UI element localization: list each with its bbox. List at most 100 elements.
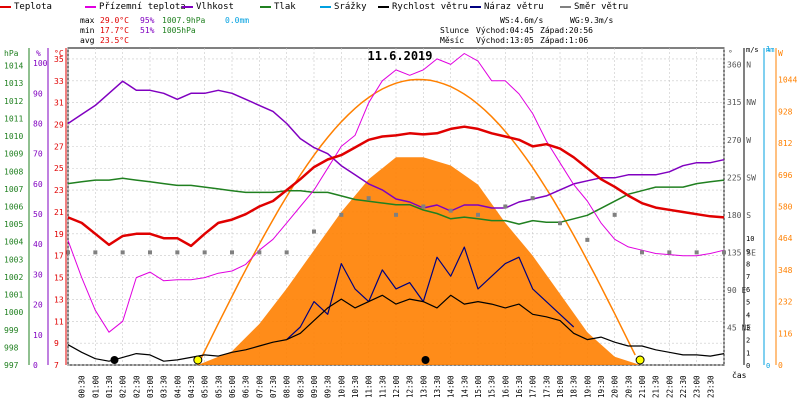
solar-tick: 1044	[778, 76, 797, 85]
x-tick-label: 17:30	[542, 375, 551, 398]
temperature-tick: 15	[54, 274, 64, 283]
legend-swatch	[85, 5, 96, 8]
sunset-marker	[635, 355, 645, 365]
wind-direction-dot	[66, 250, 70, 255]
direction-tick: 225 SW	[727, 173, 756, 182]
temperature-tick: 33	[54, 77, 64, 86]
legend-item: Přízemní teplota	[85, 2, 186, 12]
x-tick-label: 18:00	[556, 375, 565, 398]
x-tick-label: 19:00	[583, 375, 592, 398]
x-tick-label: 09:30	[324, 375, 333, 398]
chart-title: 11.6.2019	[367, 49, 432, 63]
temperature-tick: 13	[54, 295, 64, 304]
moonset: Západ:1:06	[540, 36, 589, 45]
rain-tick: 0	[766, 362, 770, 370]
x-tick-label: 15:30	[488, 375, 497, 398]
wind-tick: 6	[746, 286, 750, 294]
solar-axis-label: W	[778, 49, 783, 58]
legend-swatch	[378, 5, 389, 8]
max-humidity: 95%	[140, 16, 155, 25]
x-tick-label: 18:30	[570, 375, 579, 398]
temperature-tick: 11	[54, 317, 64, 326]
legend-item: Směr větru	[560, 2, 628, 12]
humidity-tick: 10	[33, 331, 43, 340]
temperature-tick: 29	[54, 121, 64, 130]
x-tick-label: 21:00	[638, 375, 647, 398]
x-tick-label: 03:00	[146, 375, 155, 398]
x-tick-label: 23:00	[693, 375, 702, 398]
legend-label: Tlak	[274, 2, 296, 12]
direction-tick: 270 W	[727, 136, 751, 145]
avg-label: avg	[80, 36, 95, 45]
solar-tick: 116	[778, 329, 793, 338]
legend-swatch	[560, 5, 571, 8]
legend-item: Teplota	[0, 2, 52, 12]
legend-item: Náraz větru	[470, 2, 544, 12]
temperature-axis-label: °C	[54, 49, 64, 58]
x-tick-label: 11:30	[378, 375, 387, 398]
x-tick-label: 12:00	[392, 375, 401, 398]
legend-swatch	[0, 5, 11, 8]
humidity-axis-label: %	[36, 49, 41, 58]
legend-label: Rychlost větru	[392, 2, 468, 12]
wind-tick: 2	[746, 337, 750, 345]
pressure-tick: 997	[4, 361, 19, 370]
legend-item: Tlak	[260, 2, 296, 12]
pressure-tick: 1007	[4, 185, 23, 194]
x-tick-label: 16:30	[515, 375, 524, 398]
solar-tick: 812	[778, 139, 793, 148]
x-tick-label: 14:00	[447, 375, 456, 398]
pressure-tick: 1009	[4, 150, 23, 159]
temperature-tick: 9	[54, 339, 59, 348]
wind-speed-line	[67, 294, 725, 362]
wind-direction-dot	[667, 250, 672, 255]
moonrise-marker	[421, 356, 430, 364]
wind-axis-label: m/s	[746, 46, 759, 54]
legend-swatch	[182, 5, 193, 8]
wind-direction-dot	[612, 212, 617, 217]
wind-tick: 1	[746, 349, 750, 357]
pressure-tick: 1014	[4, 62, 23, 71]
humidity-tick: 90	[33, 89, 43, 98]
min-temp: 17.7°C	[100, 26, 129, 35]
pressure-tick: 1010	[4, 132, 23, 141]
pressure-tick: 1001	[4, 291, 23, 300]
pressure-tick: 1000	[4, 308, 23, 317]
solar-tick: 0	[778, 361, 783, 370]
x-tick-label: 17:00	[529, 375, 538, 398]
direction-tick: 315 NW	[727, 98, 756, 107]
wind-direction-dot	[202, 250, 207, 255]
legend-label: Přízemní teplota	[99, 2, 186, 12]
temperature-line	[67, 125, 725, 248]
x-tick-label: 01:00	[91, 375, 100, 398]
x-tick-label: 11:00	[365, 375, 374, 398]
wind-direction-dot	[476, 212, 480, 217]
wind-direction-dot	[339, 212, 344, 217]
min-humidity: 51%	[140, 26, 155, 35]
solar-radiation-area	[68, 157, 724, 365]
solar-tick: 928	[778, 107, 793, 116]
wind-direction-dot	[366, 196, 371, 201]
legend-label: Směr větru	[574, 2, 629, 12]
temperature-tick: 31	[54, 99, 64, 108]
x-tick-label: 02:00	[119, 375, 128, 398]
x-tick-label: 15:00	[474, 375, 483, 398]
legend-label: Srážky	[334, 2, 367, 12]
sun-label: Slunce	[440, 26, 469, 35]
wind-tick: 8	[746, 261, 750, 269]
x-tick-label: 04:30	[187, 375, 196, 398]
direction-tick: 135 SE	[727, 248, 756, 257]
pressure-axis-label: hPa	[4, 49, 19, 58]
x-tick-label: 04:00	[173, 375, 182, 398]
x-tick-label: 00:30	[78, 375, 87, 398]
temperature-tick: 19	[54, 230, 64, 239]
max-pressure: 1007.9hPa	[162, 16, 206, 25]
chart-legend: Teplota Přízemní teplota Vlhkost Tlak Srážky…	[0, 0, 800, 14]
legend-item: Srážky	[320, 2, 367, 12]
wind-direction-dot	[230, 250, 234, 255]
x-tick-label: 23:30	[706, 375, 715, 398]
legend-swatch	[320, 5, 331, 8]
direction-tick: 180 S	[727, 211, 751, 220]
x-tick-label: 10:00	[337, 375, 346, 398]
